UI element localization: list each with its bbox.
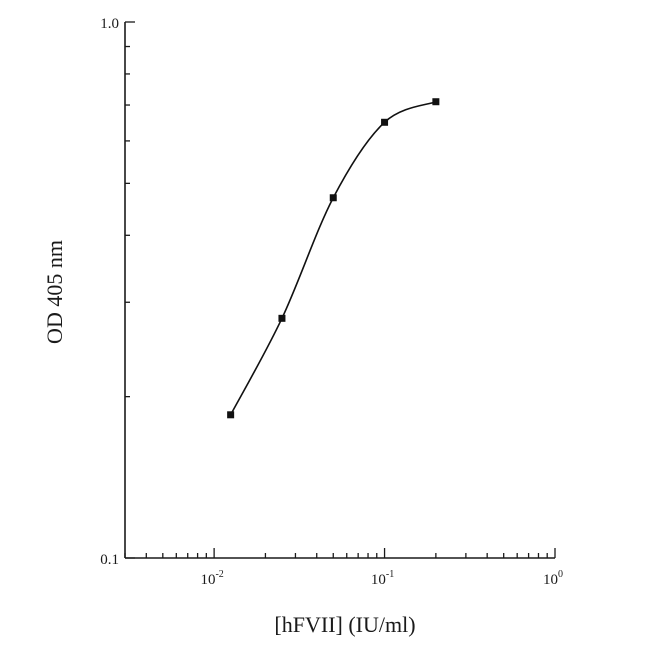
x-tick-exponent: 0 <box>558 569 563 580</box>
x-axis-title: [hFVII] (IU/ml) <box>274 612 415 637</box>
y-tick-label: 0.1 <box>100 552 119 568</box>
y-axis-title: OD 405 nm <box>42 240 67 344</box>
x-tick-base: 10 <box>200 572 215 588</box>
data-point <box>432 98 440 106</box>
data-point <box>278 314 286 322</box>
x-tick-base: 10 <box>371 572 386 588</box>
data-point <box>227 411 235 419</box>
x-tick-base: 10 <box>543 572 558 588</box>
y-ticks: 0.1 1.0 <box>100 16 135 568</box>
x-tick-exponent: -1 <box>386 569 394 580</box>
data-points <box>227 98 440 419</box>
x-tick-label: 100 <box>543 569 563 588</box>
data-point <box>381 118 389 126</box>
x-tick-label: 10-2 <box>200 569 223 588</box>
x-ticks: 10-2 10-1 100 <box>124 548 563 588</box>
fit-curve <box>229 100 437 416</box>
y-tick-label: 1.0 <box>100 16 119 32</box>
x-tick-exponent: -2 <box>215 569 223 580</box>
x-tick-label: 10-1 <box>371 569 394 588</box>
axes <box>124 22 555 559</box>
data-point <box>329 194 337 202</box>
